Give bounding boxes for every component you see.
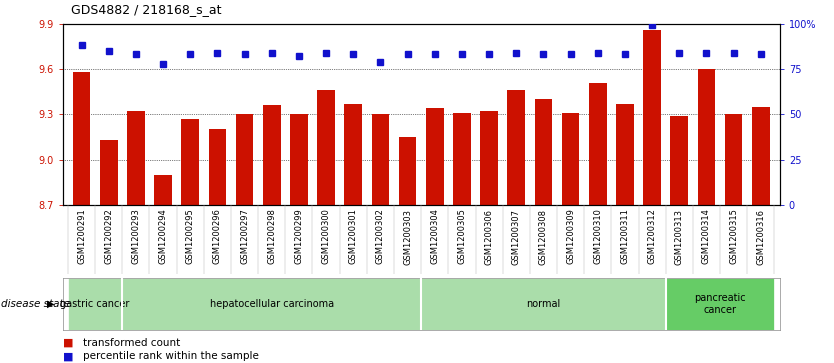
Text: GSM1200302: GSM1200302 [376,208,385,264]
Text: GDS4882 / 218168_s_at: GDS4882 / 218168_s_at [71,3,221,16]
Text: GSM1200305: GSM1200305 [457,208,466,264]
Bar [290,114,308,205]
Text: GSM1200306: GSM1200306 [485,208,494,265]
Text: GSM1200293: GSM1200293 [132,208,140,264]
Text: GSM1200301: GSM1200301 [349,208,358,264]
Text: disease state: disease state [1,299,70,309]
Text: GSM1200298: GSM1200298 [267,208,276,264]
Bar [208,130,226,205]
Text: GSM1200313: GSM1200313 [675,208,684,265]
Text: ■: ■ [63,338,73,348]
Text: GSM1200316: GSM1200316 [756,208,766,265]
Bar [317,90,335,205]
Bar [453,113,470,205]
Bar [399,137,416,205]
Bar [480,111,498,205]
Text: pancreatic
cancer: pancreatic cancer [694,293,746,315]
Text: GSM1200304: GSM1200304 [430,208,440,264]
Bar [426,108,444,205]
Bar [127,111,145,205]
Bar [507,90,525,205]
Bar [671,116,688,205]
Bar [123,278,421,330]
Text: ■: ■ [63,351,73,362]
Bar [697,69,716,205]
Bar [725,114,742,205]
Text: transformed count: transformed count [83,338,181,348]
Bar [421,278,666,330]
Bar [562,113,580,205]
Text: GSM1200295: GSM1200295 [186,208,195,264]
Text: GSM1200299: GSM1200299 [294,208,304,264]
Text: gastric cancer: gastric cancer [60,299,130,309]
Bar [68,278,123,330]
Bar [643,30,661,205]
Bar [589,83,606,205]
Text: percentile rank within the sample: percentile rank within the sample [83,351,259,362]
Text: GSM1200309: GSM1200309 [566,208,575,264]
Text: GSM1200315: GSM1200315 [729,208,738,264]
Bar [344,104,362,205]
Bar [154,175,172,205]
Text: GSM1200296: GSM1200296 [213,208,222,264]
Text: GSM1200291: GSM1200291 [77,208,86,264]
Text: GSM1200311: GSM1200311 [620,208,630,264]
Text: GSM1200314: GSM1200314 [702,208,711,264]
Bar [535,99,552,205]
Bar [666,278,774,330]
Text: GSM1200294: GSM1200294 [158,208,168,264]
Text: GSM1200292: GSM1200292 [104,208,113,264]
Bar [263,105,280,205]
Text: GSM1200307: GSM1200307 [512,208,520,265]
Text: GSM1200297: GSM1200297 [240,208,249,264]
Bar [372,114,389,205]
Bar [752,107,770,205]
Text: GSM1200308: GSM1200308 [539,208,548,265]
Bar [236,114,254,205]
Text: hepatocellular carcinoma: hepatocellular carcinoma [209,299,334,309]
Text: GSM1200312: GSM1200312 [647,208,656,264]
Text: GSM1200303: GSM1200303 [403,208,412,265]
Bar [100,140,118,205]
Text: ▶: ▶ [47,299,54,309]
Bar [73,72,90,205]
Bar [616,104,634,205]
Text: GSM1200300: GSM1200300 [322,208,330,264]
Bar [182,119,199,205]
Text: normal: normal [526,299,560,309]
Text: GSM1200310: GSM1200310 [593,208,602,264]
